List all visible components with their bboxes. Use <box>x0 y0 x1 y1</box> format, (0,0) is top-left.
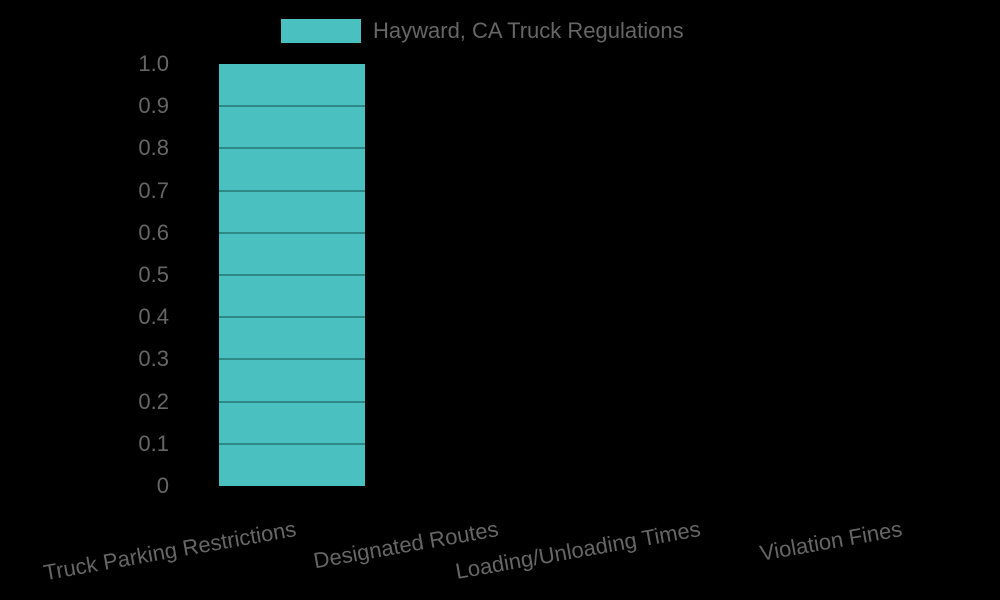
gridline <box>219 442 365 445</box>
gridline <box>219 231 365 234</box>
gridline <box>219 189 365 192</box>
legend[interactable]: Hayward, CA Truck Regulations <box>281 19 684 43</box>
y-tick-label: 0.1 <box>138 430 169 456</box>
gridline <box>219 358 365 361</box>
y-tick-label: 0.6 <box>138 219 169 245</box>
x-tick-label: Violation Fines <box>757 516 904 566</box>
y-tick-label: 0 <box>156 473 169 498</box>
y-tick-label: 0.2 <box>138 388 169 414</box>
gridline <box>219 105 365 108</box>
gridline <box>219 400 365 403</box>
y-tick-label: 0.9 <box>138 93 169 119</box>
gridline <box>219 316 365 319</box>
y-tick-label: 0.4 <box>138 304 169 330</box>
y-tick-label: 1.0 <box>138 51 169 76</box>
gridline <box>219 147 365 150</box>
y-tick-label: 0.3 <box>138 346 169 372</box>
gridline <box>219 274 365 276</box>
legend-label: Hayward, CA Truck Regulations <box>373 18 684 43</box>
legend-swatch <box>281 19 361 43</box>
y-tick-label: 0.8 <box>138 135 169 161</box>
y-tick-label: 0.7 <box>138 177 169 203</box>
y-tick-label: 0.5 <box>138 262 169 287</box>
x-tick-label: Truck Parking Restrictions <box>41 516 299 586</box>
